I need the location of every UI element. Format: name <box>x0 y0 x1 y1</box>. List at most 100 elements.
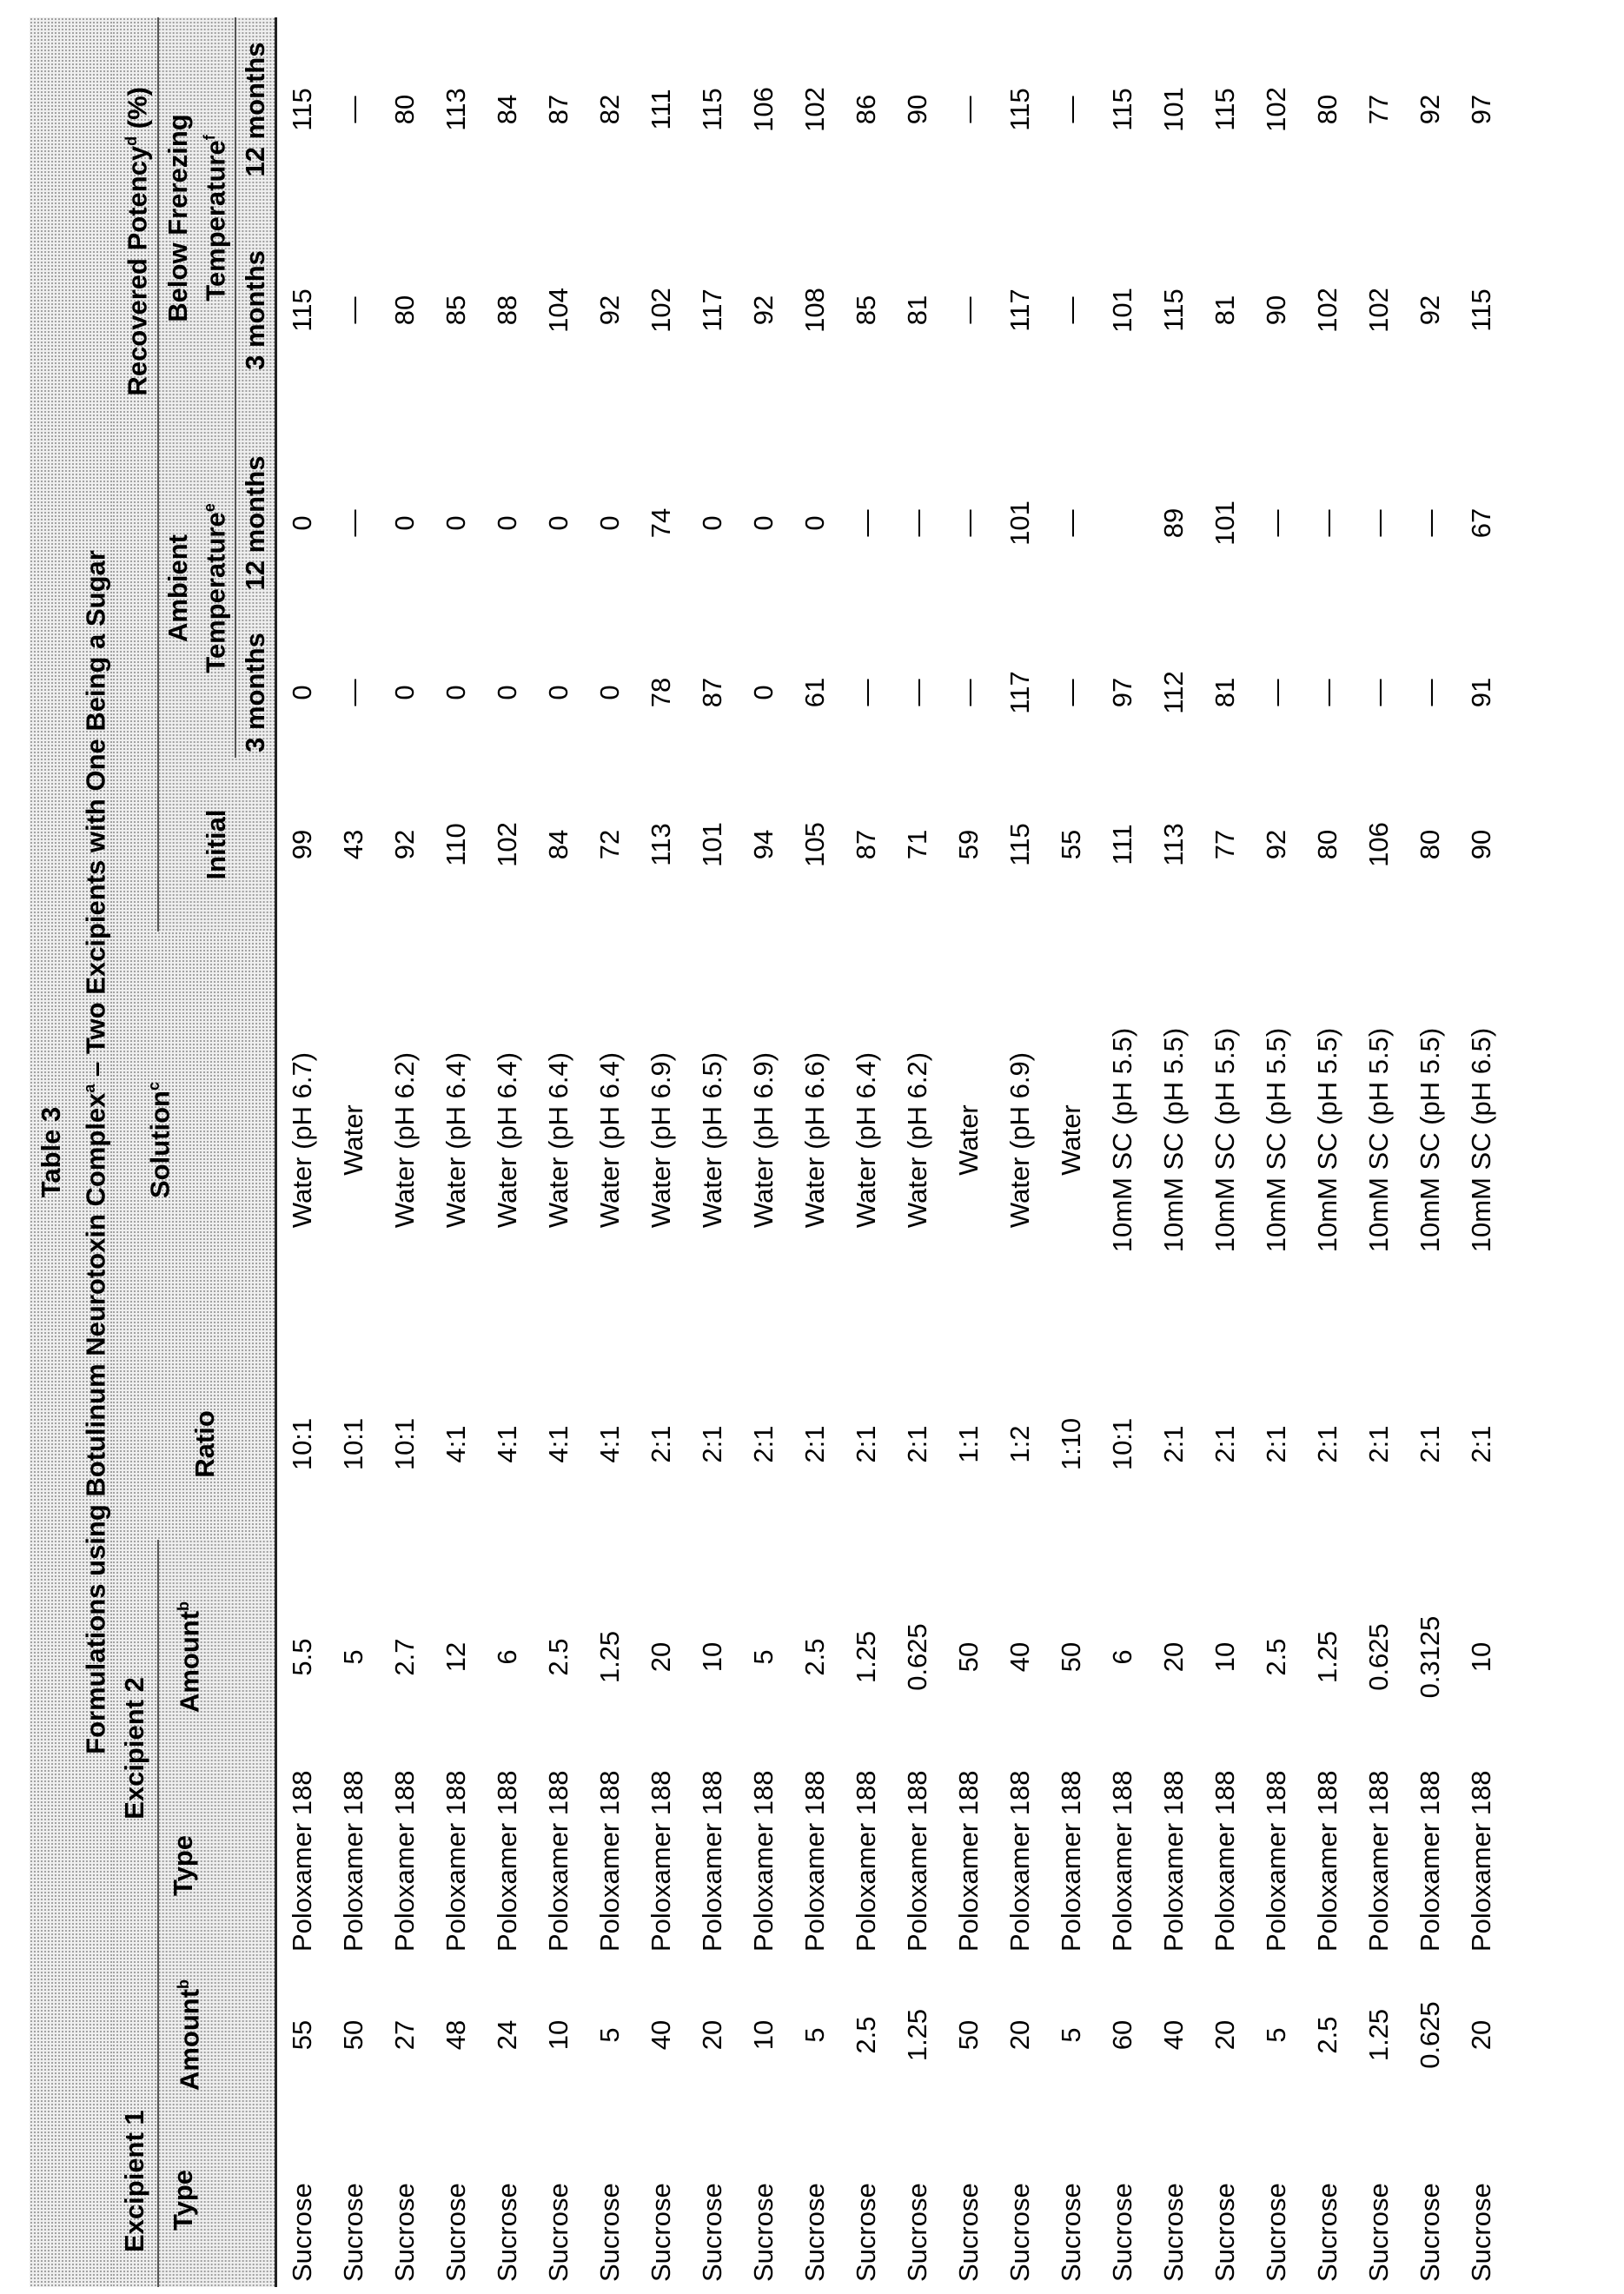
table-cell: 86 <box>841 17 892 202</box>
group-header: AmbientTemperaturee <box>158 419 235 758</box>
table-cell: 4:1 <box>534 1349 585 1540</box>
table-cell: 117 <box>687 202 739 419</box>
table-cell: 10mM SC (pH 5.5) <box>1251 932 1303 1349</box>
table-cell: 0 <box>380 627 431 758</box>
table-cell: 5 <box>328 1540 380 1774</box>
header-text: Temperature <box>200 140 230 302</box>
table-cell: Sucrose <box>739 2113 790 2287</box>
table-cell: Sucrose <box>1149 2113 1200 2287</box>
table-cell: 10mM SC (pH 5.5) <box>1303 932 1354 1349</box>
header-sup: b <box>175 1601 192 1611</box>
table-cell: 5 <box>739 1540 790 1774</box>
header-text: (%) <box>123 87 153 136</box>
table-cell: — <box>328 419 380 627</box>
table-cell: 101 <box>995 419 1046 627</box>
table-row: Sucrose40Poloxamer 188202:110mM SC (pH 5… <box>1149 17 1200 2287</box>
table-row: Sucrose1.25Poloxamer 1880.6252:1Water (p… <box>892 17 944 2287</box>
table-cell: 105 <box>790 758 841 932</box>
table-cell: 112 <box>1149 627 1200 758</box>
table-cell: 10 <box>534 1957 585 2113</box>
table-cell: Sucrose <box>1405 2113 1456 2287</box>
table-row: Sucrose2.5Poloxamer 1881.252:110mM SC (p… <box>1303 17 1354 2287</box>
table-cell: 115 <box>275 17 328 202</box>
table-cell: 2:1 <box>1303 1349 1354 1540</box>
table-cell: 4:1 <box>431 1349 482 1540</box>
table-cell: 4:1 <box>482 1349 534 1540</box>
table-cell: 108 <box>790 202 841 419</box>
table-cell: 40 <box>636 1957 687 2113</box>
table-cell: 101 <box>687 758 739 932</box>
table-cell: 48 <box>431 1957 482 2113</box>
table-cell: Water (pH 6.2) <box>892 932 944 1349</box>
table-row: Sucrose1.25Poloxamer 1880.6252:110mM SC … <box>1354 17 1405 2287</box>
table-cell: — <box>1046 202 1097 419</box>
table-cell: 0 <box>790 419 841 627</box>
table-cell: 81 <box>1200 202 1251 419</box>
column-header: 3 months <box>235 627 276 758</box>
table-cell: — <box>892 419 944 627</box>
header-text: Amount <box>174 1611 204 1713</box>
table-cell: 90 <box>1456 758 1508 932</box>
title-text: Formulations using Botulinum Neurotoxin … <box>80 1093 110 1754</box>
table-cell: Sucrose <box>482 2113 534 2287</box>
table-cell: 117 <box>995 627 1046 758</box>
table-cell: Poloxamer 188 <box>1405 1774 1456 1957</box>
header-sup: b <box>175 1979 192 1989</box>
column-header: Solutionc <box>112 932 275 1349</box>
table-cell: 92 <box>739 202 790 419</box>
column-header: Amountb <box>158 1957 276 2113</box>
table-cell: 74 <box>636 419 687 627</box>
title-sup: a <box>81 1084 98 1093</box>
table-cell: 0 <box>739 627 790 758</box>
table-cell: Poloxamer 188 <box>1097 1774 1149 1957</box>
column-header: 3 months <box>235 202 276 419</box>
table-cell: 1.25 <box>1354 1957 1405 2113</box>
table-cell: Sucrose <box>380 2113 431 2287</box>
header-line: Temperaturee <box>194 424 231 753</box>
table-cell: 97 <box>1456 17 1508 202</box>
table-cell: 10:1 <box>1097 1349 1149 1540</box>
table-cell: Poloxamer 188 <box>1303 1774 1354 1957</box>
table-cell: Poloxamer 188 <box>1200 1774 1251 1957</box>
table-cell: 115 <box>1200 17 1251 202</box>
table-cell: 55 <box>275 1957 328 2113</box>
column-header: 12 months <box>235 17 276 202</box>
table-cell: — <box>944 17 995 202</box>
table-cell: — <box>1405 419 1456 627</box>
table-cell: 90 <box>892 17 944 202</box>
table-cell: Poloxamer 188 <box>585 1774 636 1957</box>
table-cell: 0 <box>275 419 328 627</box>
table-cell: Poloxamer 188 <box>1251 1774 1303 1957</box>
table-cell: 2:1 <box>1200 1349 1251 1540</box>
table-cell: Water (pH 6.4) <box>585 932 636 1349</box>
table-cell: Water (pH 6.5) <box>687 932 739 1349</box>
table-cell: — <box>1354 627 1405 758</box>
table-cell: Sucrose <box>1097 2113 1149 2287</box>
table-cell: 92 <box>1405 202 1456 419</box>
header-text: Temperature <box>200 512 230 673</box>
table-cell: 10mM SC (pH 5.5) <box>1405 932 1456 1349</box>
table-cell: 117 <box>995 202 1046 419</box>
header-line: Below Frerezing <box>162 23 194 414</box>
table-cell: 2:1 <box>687 1349 739 1540</box>
table-cell: Poloxamer 188 <box>636 1774 687 1957</box>
group-header: Excipient 2 <box>112 1540 157 1957</box>
title-after: – Two Excipients with One Being a Sugar <box>80 550 110 1084</box>
table-cell: — <box>328 627 380 758</box>
table-cell: 10mM SC (pH 5.5) <box>1149 932 1200 1349</box>
table-cell: 0.625 <box>1354 1540 1405 1774</box>
table-cell: 0 <box>585 419 636 627</box>
header-text: Initial <box>201 810 231 880</box>
table-cell: 102 <box>1303 202 1354 419</box>
table-cell: 85 <box>841 202 892 419</box>
table-cell: 71 <box>892 758 944 932</box>
table-cell: Poloxamer 188 <box>380 1774 431 1957</box>
table-cell: 2.5 <box>841 1957 892 2113</box>
table-cell: 10:1 <box>380 1349 431 1540</box>
table-cell: 50 <box>944 1957 995 2113</box>
table-cell: Poloxamer 188 <box>275 1774 328 1957</box>
table-cell: — <box>841 419 892 627</box>
group-header: Recovered Potencyd (%) <box>112 17 157 932</box>
header-text: Below Frerezing <box>162 114 193 322</box>
table-cell: Sucrose <box>790 2113 841 2287</box>
